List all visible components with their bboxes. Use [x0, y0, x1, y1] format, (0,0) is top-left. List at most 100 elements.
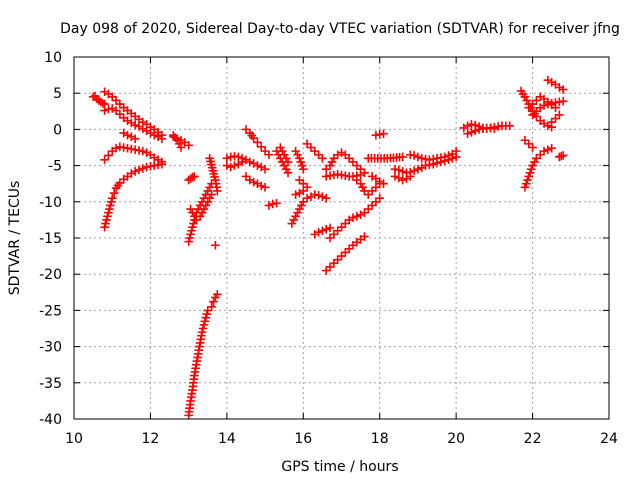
data-point — [253, 161, 262, 170]
series-arc-29 — [310, 223, 335, 239]
data-point — [341, 150, 350, 160]
series-arc-47 — [543, 75, 568, 94]
series-arc-1 — [88, 91, 109, 109]
y-tick-label: -10 — [39, 195, 62, 211]
series-arc-33 — [321, 232, 369, 275]
data-point — [256, 181, 266, 191]
data-point — [329, 154, 339, 163]
data-point — [333, 255, 342, 265]
series-arc-31 — [321, 168, 369, 181]
series-arc-39 — [390, 172, 415, 185]
data-point — [101, 219, 110, 228]
data-point — [100, 155, 109, 165]
data-point — [448, 154, 457, 163]
data-point — [197, 327, 207, 337]
data-point — [398, 167, 407, 176]
data-point — [283, 157, 293, 167]
data-point — [325, 233, 335, 243]
data-point — [138, 146, 148, 156]
data-point — [539, 101, 549, 110]
series-arc-12 — [184, 306, 213, 420]
data-point — [451, 152, 461, 162]
data-point — [337, 222, 346, 232]
data-point — [367, 186, 377, 196]
data-point — [428, 159, 438, 169]
series-arc-19 — [241, 125, 274, 160]
data-point — [314, 227, 323, 237]
data-point — [202, 309, 212, 319]
series-arc-34 — [352, 175, 385, 199]
y-tick-label: -15 — [39, 231, 62, 247]
series-arc-14 — [205, 154, 222, 196]
data-point — [138, 164, 148, 173]
data-point — [344, 154, 354, 163]
data-point — [325, 223, 335, 233]
data-point — [230, 161, 239, 170]
data-point — [260, 164, 270, 174]
data-point — [360, 168, 369, 178]
data-point — [115, 178, 125, 188]
data-point — [363, 190, 373, 199]
data-point — [245, 157, 255, 167]
series-arc-6 — [119, 128, 140, 144]
data-point — [264, 150, 274, 160]
data-point — [321, 266, 331, 275]
data-point — [100, 106, 109, 115]
data-point — [104, 151, 113, 160]
data-point — [103, 211, 112, 221]
data-point — [102, 215, 111, 225]
series-arc-22 — [276, 143, 293, 167]
series-arc-17 — [222, 157, 247, 172]
data-point — [184, 237, 193, 246]
data-point — [432, 158, 442, 168]
chart-title: Day 098 of 2020, Sidereal Day-to-day VTE… — [60, 21, 620, 37]
data-point — [310, 146, 320, 156]
data-point — [130, 120, 140, 130]
data-point — [249, 177, 258, 187]
series-arc-2 — [100, 87, 167, 140]
data-point — [106, 197, 116, 207]
data-point — [352, 161, 362, 170]
data-point — [256, 142, 266, 152]
data-point — [528, 110, 537, 120]
data-point — [318, 154, 327, 163]
series-arc-28 — [302, 190, 331, 203]
data-point — [543, 121, 553, 131]
data-point — [524, 139, 534, 149]
data-point — [134, 165, 144, 175]
data-point — [298, 164, 308, 174]
data-point — [123, 130, 132, 140]
data-point — [348, 157, 358, 167]
x-tick-labels: 10 12 14 16 18 20 22 24 — [65, 431, 618, 447]
data-point — [234, 152, 243, 162]
series-arc-49 — [520, 135, 537, 152]
data-point — [344, 244, 354, 254]
data-point — [213, 186, 222, 196]
data-point — [329, 230, 339, 239]
data-point — [539, 146, 549, 156]
data-point — [190, 172, 199, 181]
data-point — [360, 232, 369, 241]
y-tick-label: 5 — [53, 86, 62, 102]
series-arc-16 — [222, 151, 270, 174]
data-point — [352, 175, 362, 185]
data-point — [283, 168, 293, 178]
y-tick-label: -40 — [39, 412, 62, 428]
data-point — [521, 179, 531, 188]
data-point — [111, 106, 121, 115]
data-point — [444, 155, 453, 165]
series-arc-32 — [325, 193, 385, 243]
data-point — [558, 96, 568, 106]
data-point — [532, 154, 541, 163]
x-tick-label: 18 — [371, 431, 389, 447]
series-arc-25 — [287, 197, 308, 228]
data-point — [100, 222, 109, 232]
x-tick-label: 24 — [600, 431, 618, 447]
data-point — [440, 156, 449, 166]
data-point — [149, 130, 159, 140]
series-arc-48 — [520, 143, 556, 192]
data-point — [547, 117, 556, 127]
data-point — [505, 121, 514, 131]
x-tick-label: 16 — [294, 431, 312, 447]
